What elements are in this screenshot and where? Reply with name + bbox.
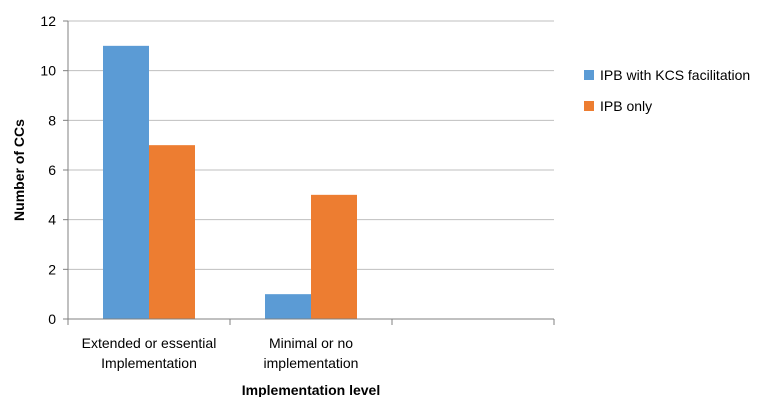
bar <box>149 145 195 319</box>
legend-swatch <box>584 70 594 80</box>
y-axis-title: Number of CCs <box>11 119 27 221</box>
category-label: Extended or essential Implementation <box>82 335 217 371</box>
y-tick-label: 6 <box>48 162 56 178</box>
category-labels: Extended or essential Implementation Minim… <box>82 335 359 371</box>
legend-label: IPB only <box>600 98 652 114</box>
legend: IPB with KCS facilitation IPB only <box>584 67 750 114</box>
bar <box>311 194 357 319</box>
y-tick-label: 8 <box>48 112 56 128</box>
bar <box>265 294 311 319</box>
bar <box>103 45 149 319</box>
x-axis-title: Implementation level <box>242 382 380 397</box>
y-tick-labels: 0 2 4 6 8 10 12 <box>40 13 56 327</box>
y-tick-label: 4 <box>48 212 56 228</box>
y-tick-label: 12 <box>40 13 56 29</box>
y-tick-label: 0 <box>48 311 56 327</box>
y-tick-label: 10 <box>40 63 56 79</box>
bars <box>103 45 357 319</box>
axes <box>63 20 555 325</box>
y-tick-label: 2 <box>48 261 56 277</box>
legend-label: IPB with KCS facilitation <box>600 67 750 83</box>
legend-swatch <box>584 101 594 111</box>
category-label: Minimal or no implementation <box>264 335 359 371</box>
